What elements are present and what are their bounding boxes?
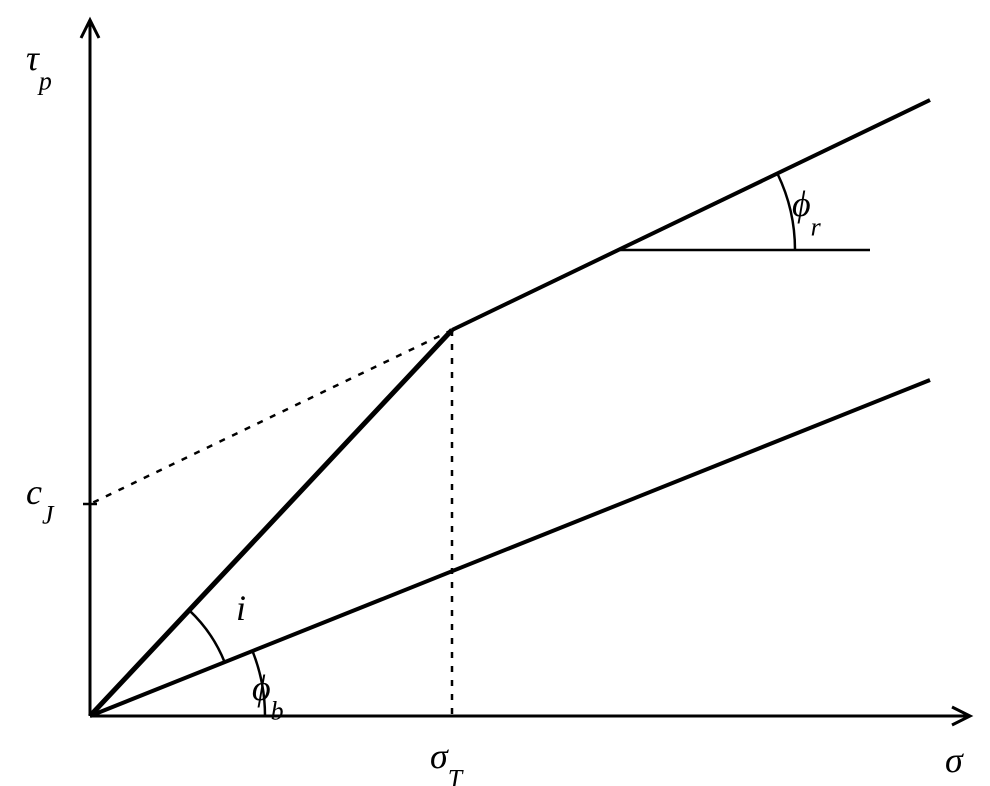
- phi-r-label: ϕr: [792, 184, 822, 241]
- c-j-label: cJ: [26, 472, 55, 529]
- y-axis-label: τp: [26, 38, 52, 95]
- lower-envelope-line: [90, 380, 930, 716]
- upper-envelope-line: [452, 100, 930, 330]
- shear-strength-diagram: τpσcJσTϕbiϕr: [0, 0, 990, 786]
- i-arc: [189, 610, 224, 662]
- dotted-extension-line: [90, 330, 452, 504]
- steep-envelope-line: [90, 330, 452, 716]
- x-axis-label: σ: [945, 740, 964, 780]
- i-label: i: [236, 588, 246, 628]
- sigma-t-label: σT: [430, 736, 464, 786]
